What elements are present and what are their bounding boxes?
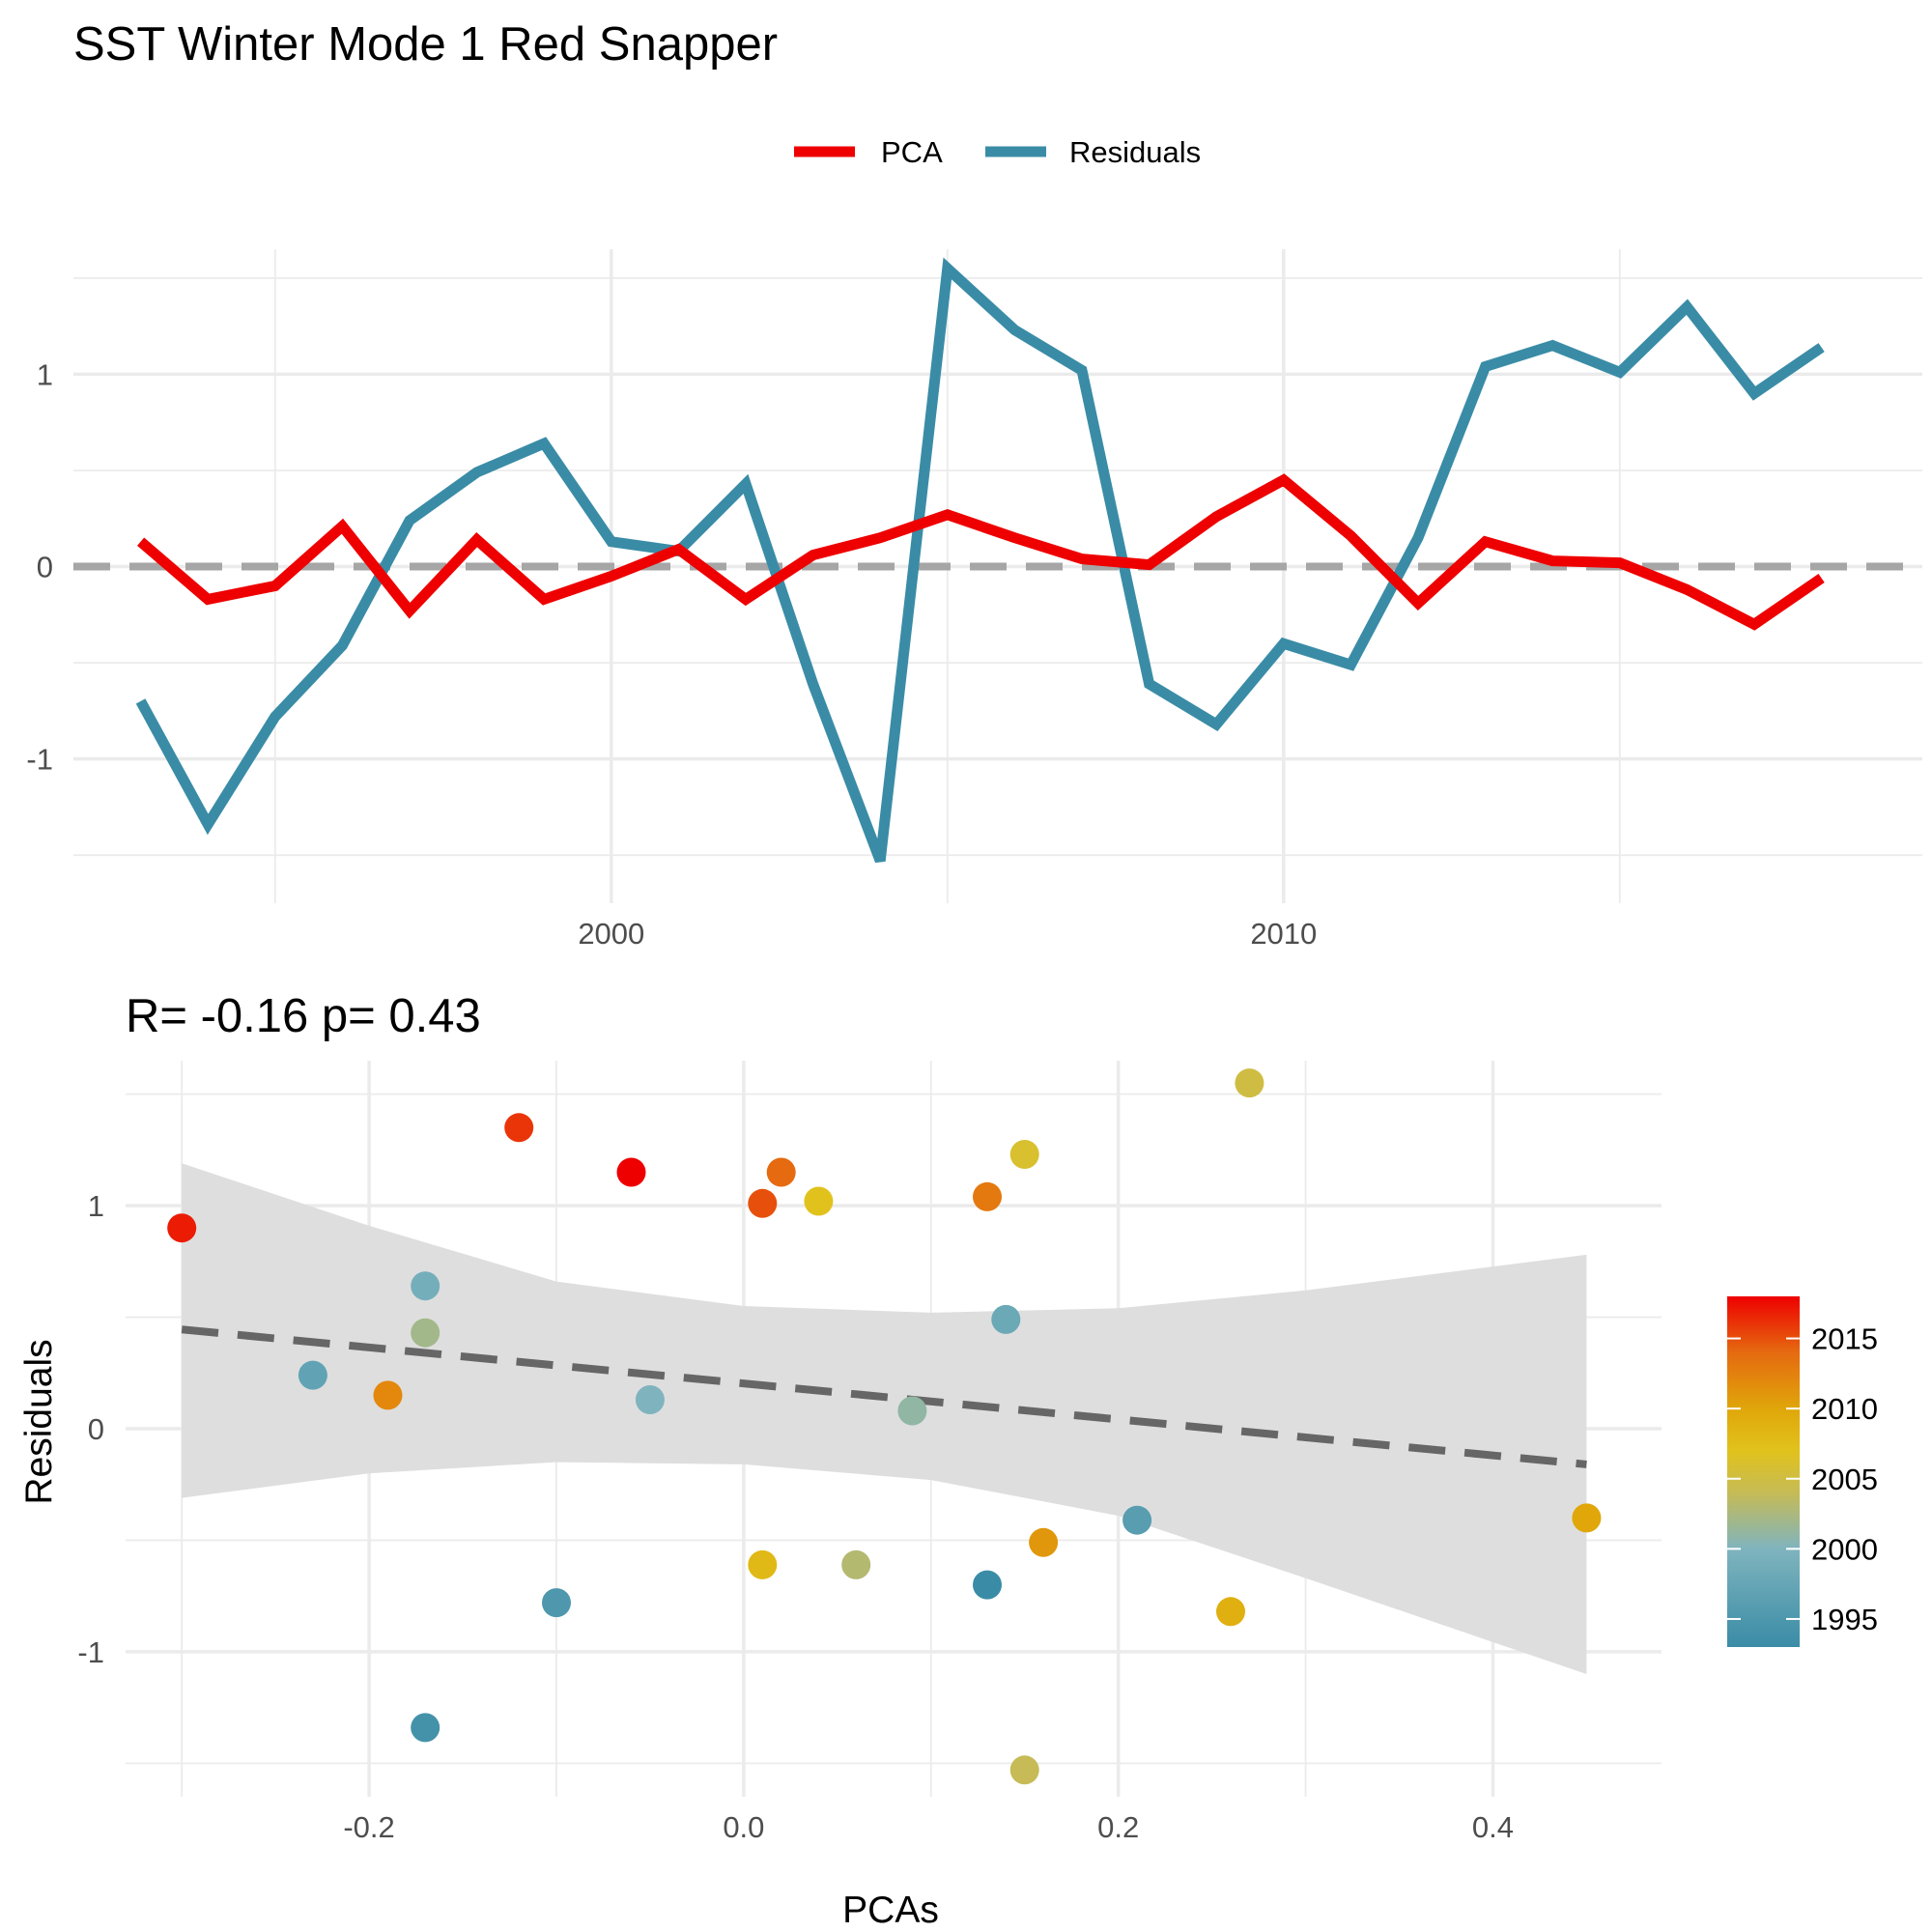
colorbar-tick-label: 2015 <box>1811 1322 1878 1356</box>
scatter-point <box>1009 1140 1039 1169</box>
colorbar-tick-label: 2010 <box>1811 1392 1878 1426</box>
scatter-points <box>167 1068 1602 1785</box>
legend-label-pca: PCA <box>881 135 943 169</box>
scatter-point <box>1572 1503 1602 1533</box>
confidence-band <box>182 1163 1587 1674</box>
legend: PCA Residuals <box>794 135 1201 169</box>
scatter-point <box>973 1570 1002 1600</box>
scatter-point <box>1235 1068 1264 1098</box>
y-tick-label: -1 <box>77 1635 104 1669</box>
colorbar-tick-label: 2000 <box>1811 1532 1878 1566</box>
scatter-point <box>973 1181 1002 1211</box>
series-lines <box>135 257 1825 864</box>
x-tick-label: 2010 <box>1250 917 1317 951</box>
x-tick-label: 0.4 <box>1472 1810 1514 1844</box>
x-tick-label: 0.0 <box>723 1810 764 1844</box>
y-tick-label: 0 <box>37 551 53 584</box>
axis-ticks: -1 0 1 -0.2 0.0 0.2 0.4 <box>77 1189 1514 1844</box>
x-tick-label: 2000 <box>578 917 644 951</box>
scatter-point <box>804 1186 834 1216</box>
scatter-point <box>542 1588 571 1618</box>
y-tick-label: -1 <box>26 743 53 777</box>
x-tick-label: 0.2 <box>1097 1810 1139 1844</box>
scatter-point <box>1122 1505 1152 1535</box>
scatter-point <box>1216 1597 1245 1627</box>
scatter-point <box>897 1396 927 1426</box>
scatter-point <box>616 1157 646 1187</box>
colorbar-tick-label: 1995 <box>1811 1603 1878 1636</box>
series-line-residuals <box>135 257 1825 864</box>
scatter-point <box>373 1380 403 1410</box>
y-tick-label: 1 <box>88 1189 104 1223</box>
correlation-annotation: R= -0.16 p= 0.43 <box>126 990 481 1042</box>
colorbar-tick-label: 2005 <box>1811 1463 1878 1496</box>
series-line-pca <box>137 473 1825 631</box>
y-tick-label: 1 <box>37 357 53 391</box>
regression-line <box>181 1325 1587 1468</box>
colorbar-legend: 1995 2000 2005 2010 2015 <box>1727 1296 1878 1647</box>
x-axis-title: PCAs <box>842 1889 939 1931</box>
scatter-point <box>748 1188 778 1218</box>
line-chart-panel: PCA Residuals -1 0 1 2000 2010 <box>26 135 1922 951</box>
scatter-point <box>991 1304 1021 1334</box>
scatter-point <box>1009 1755 1039 1785</box>
scatter-point <box>411 1271 440 1301</box>
scatter-point <box>167 1213 197 1243</box>
y-axis-title: Residuals <box>18 1339 60 1504</box>
confidence-ribbon <box>182 1163 1587 1674</box>
x-tick-label: -0.2 <box>343 1810 394 1844</box>
legend-label-residuals: Residuals <box>1069 135 1201 169</box>
y-tick-label: 0 <box>88 1412 104 1446</box>
scatter-point <box>841 1549 871 1579</box>
scatter-point <box>411 1318 440 1348</box>
colorbar-ticks: 1995 2000 2005 2010 2015 <box>1727 1322 1878 1636</box>
fit-dashed-line <box>181 1325 1587 1468</box>
scatter-point <box>504 1113 534 1143</box>
scatter-point <box>298 1360 327 1390</box>
scatter-point <box>1029 1527 1059 1557</box>
scatter-point <box>635 1385 665 1414</box>
scatter-point <box>411 1713 440 1743</box>
scatter-panel: R= -0.16 p= 0.43 -101-0.2 0.0 0.2 0.4 PCAs … <box>18 990 1878 1931</box>
chart-title: SST Winter Mode 1 Red Snapper <box>73 18 778 71</box>
scatter-point <box>766 1157 796 1187</box>
axis-ticks: -1 0 1 2000 2010 <box>26 357 1317 951</box>
scatter-point <box>748 1549 778 1579</box>
colorbar-gradient <box>1727 1296 1800 1647</box>
